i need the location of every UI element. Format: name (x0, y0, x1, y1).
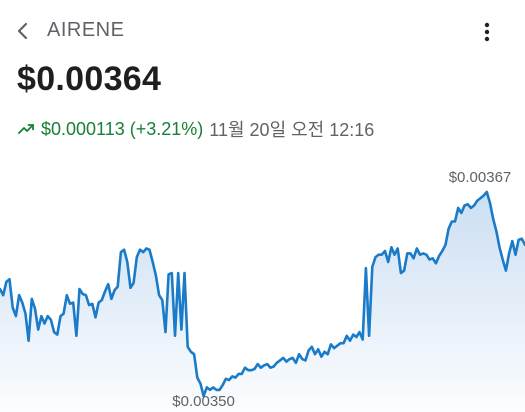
chart-high-label: $0.00367 (449, 169, 512, 186)
more-options-button[interactable] (476, 20, 498, 44)
top-app-bar: AIRENE (0, 0, 525, 62)
chart-low-label: $0.00350 (172, 393, 235, 410)
back-button[interactable] (12, 20, 34, 42)
chart-area-fill (0, 192, 525, 412)
quote-timestamp: 11월 20일 오전 12:16 (209, 120, 375, 140)
chart-price-line (0, 190, 525, 398)
current-price: $0.00364 (17, 60, 162, 98)
price-change-row: $0.000113 (+3.21%) 11월 20일 오전 12:16 (18, 116, 374, 142)
trending-up-icon (18, 124, 34, 134)
chevron-left-icon (17, 22, 28, 40)
price-chart[interactable]: $0.00367 $0.00350 (0, 160, 525, 412)
price-change: $0.000113 (+3.21%) (41, 118, 204, 139)
more-vertical-icon (484, 22, 490, 42)
token-name: AIRENE (47, 19, 125, 41)
